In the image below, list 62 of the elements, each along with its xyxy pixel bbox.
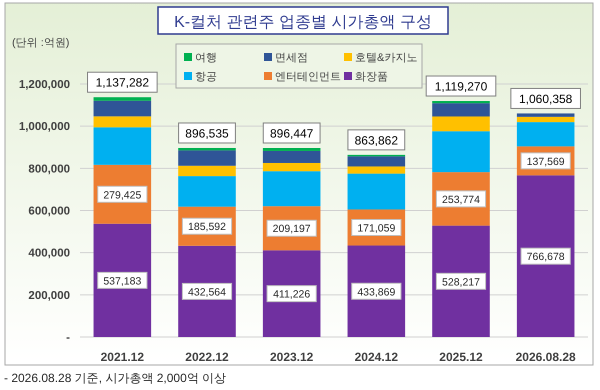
data-label: 253,774	[442, 194, 480, 206]
bar	[94, 127, 152, 165]
legend-label: 호텔&카지노	[355, 52, 418, 64]
bar	[262, 150, 320, 163]
x-tick-label: 2021.12	[100, 350, 144, 364]
total-label: 896,447	[270, 126, 314, 140]
data-label: 209,197	[272, 223, 311, 236]
x-tick-label: 2025.12	[439, 350, 484, 364]
legend-label: 여행	[195, 52, 217, 64]
bar	[432, 131, 490, 172]
bar	[178, 148, 236, 150]
bar	[516, 116, 574, 122]
bar	[348, 166, 406, 174]
data-label: 279,425	[103, 189, 142, 202]
y-tick-label: -	[66, 332, 70, 344]
bar	[262, 148, 320, 151]
data-label: 137,569	[526, 156, 565, 168]
data-label: 537,183	[103, 275, 142, 288]
total-label: 896,535	[185, 126, 230, 140]
x-tick-label: 2022.12	[185, 350, 230, 364]
bar	[94, 97, 152, 101]
data-label: 411,226	[273, 288, 310, 301]
bar	[94, 116, 152, 128]
data-label: 433,869	[357, 286, 396, 298]
bar	[516, 175, 574, 337]
bar	[178, 150, 236, 166]
data-label: 432,564	[188, 286, 226, 298]
y-tick-label: 800,000	[28, 163, 70, 176]
y-tick-label: 1,200,000	[18, 79, 70, 91]
x-tick-label: 2024.12	[354, 350, 398, 364]
legend-label: 항공	[195, 71, 217, 83]
bar	[348, 174, 406, 210]
total-label: 1,060,358	[518, 92, 573, 106]
bar	[516, 122, 574, 146]
bar	[348, 156, 406, 166]
data-label: 185,592	[188, 221, 226, 234]
bar	[432, 116, 490, 132]
bar	[178, 176, 236, 207]
total-label: 1,119,270	[434, 80, 488, 94]
bar	[94, 100, 152, 116]
bar	[178, 166, 236, 176]
bar	[262, 171, 320, 206]
bar	[262, 162, 320, 172]
legend-label: 면세점	[275, 52, 308, 64]
chart-title: K-컬처 관련주 업종별 시가총액 구성	[174, 14, 432, 31]
x-tick-label: 2026.08.28	[516, 350, 576, 364]
legend-label: 화장품	[355, 71, 388, 83]
y-axis-title: (단위 :억원)	[12, 37, 70, 49]
x-tick-label: 2023.12	[270, 350, 314, 364]
text: - 2026.08.28 기준, 시가총액 2,000억 이상	[4, 371, 226, 385]
y-tick-label: 1,000,000	[18, 121, 70, 134]
legend-label: 엔터테인먼트	[275, 71, 341, 83]
bar	[432, 103, 490, 116]
bar	[516, 113, 574, 117]
data-label: 766,678	[526, 251, 565, 264]
y-tick-label: 600,000	[28, 206, 70, 218]
total-label: 863,862	[354, 133, 398, 148]
y-tick-label: 200,000	[28, 290, 70, 302]
y-tick-label: 400,000	[28, 248, 70, 260]
total-label: 1,137,282	[96, 76, 150, 90]
data-label: 171,059	[357, 222, 396, 234]
data-label: 528,217	[442, 276, 480, 288]
